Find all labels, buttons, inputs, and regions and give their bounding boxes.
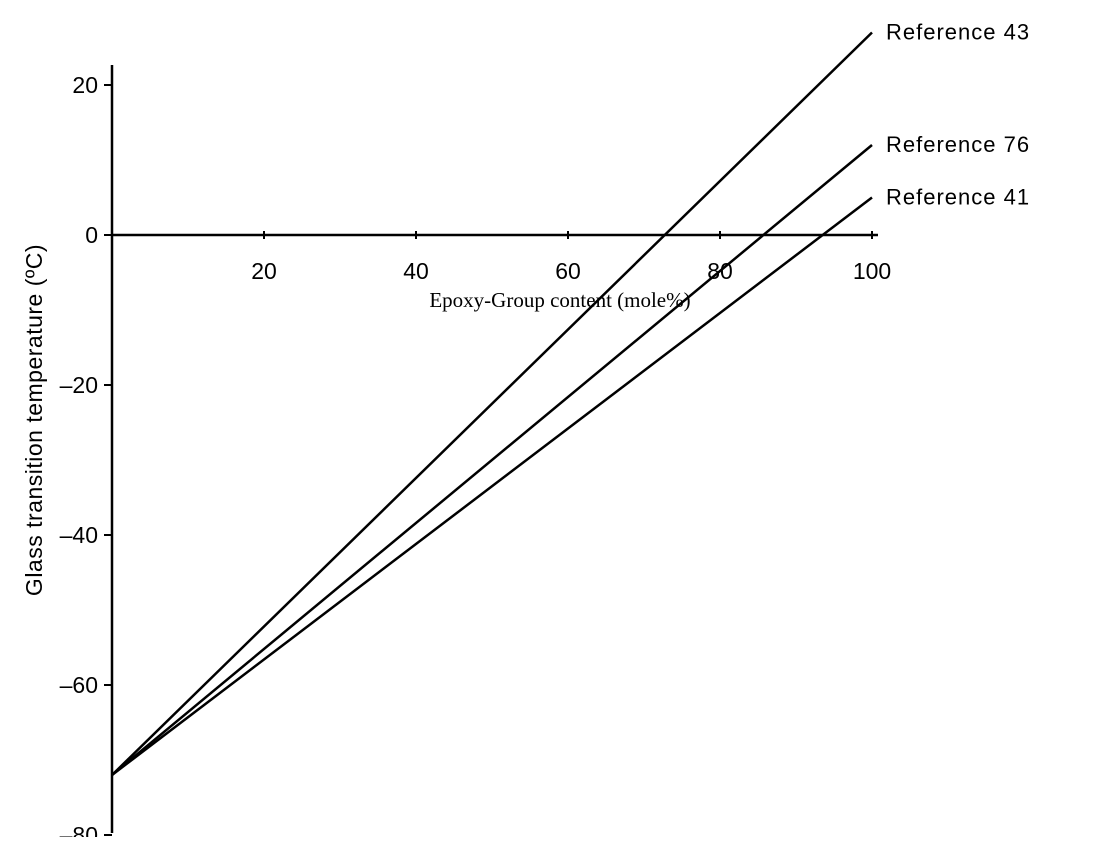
y-tick-label: –80 <box>60 822 98 837</box>
y-axis-title: Glass transition temperature (ºC) <box>21 244 47 596</box>
x-tick-label: 100 <box>853 258 891 284</box>
y-tick-label: 0 <box>85 222 98 248</box>
series-lines <box>111 31 873 776</box>
axes <box>110 65 878 833</box>
x-tick-label: 60 <box>555 258 581 284</box>
x-axis-title: Epoxy-Group content (mole%) <box>429 288 690 312</box>
y-tick-label: –40 <box>60 522 98 548</box>
y-tick-label: –60 <box>60 672 98 698</box>
series-label: Reference 43 <box>886 20 1030 45</box>
y-tick-label: –20 <box>60 372 98 398</box>
series-line <box>111 31 873 776</box>
x-tick-label: 40 <box>403 258 429 284</box>
series-line <box>111 144 873 776</box>
series-labels: Reference 43 Reference 76 Reference 41 <box>886 20 1030 210</box>
y-tick-label: 20 <box>72 72 98 98</box>
series-label: Reference 76 <box>886 132 1030 157</box>
series-line <box>111 196 873 776</box>
series-label: Reference 41 <box>886 185 1030 210</box>
x-tick-label: 20 <box>251 258 277 284</box>
